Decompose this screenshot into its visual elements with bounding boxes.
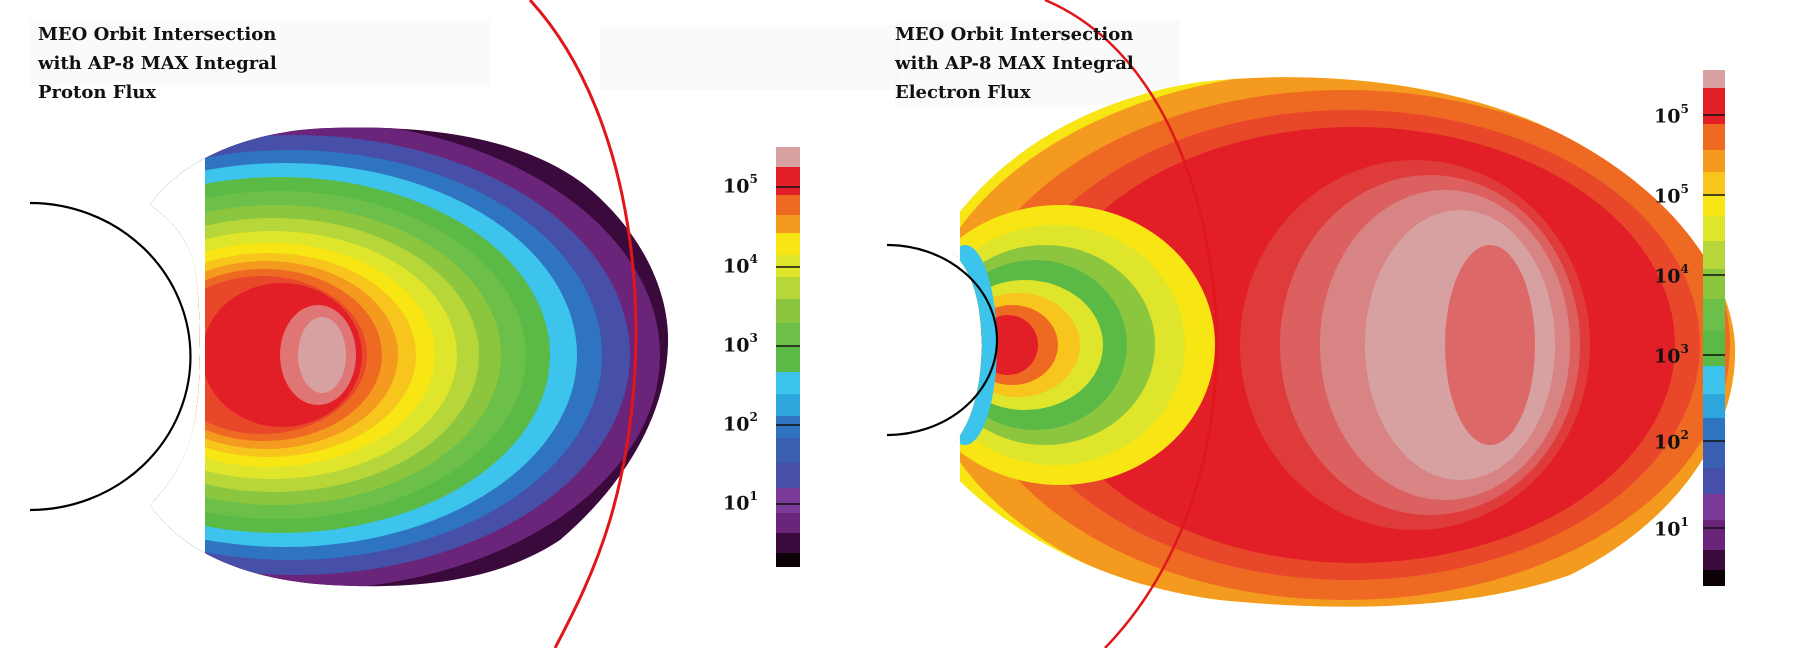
meo-orbit-arc bbox=[528, 0, 638, 648]
proton-belt-diagram bbox=[29, 0, 800, 648]
title-line: Electron Flux bbox=[895, 82, 1031, 103]
title-line: with AP-8 MAX Integral bbox=[38, 53, 277, 74]
electron-belt-diagram bbox=[886, 0, 1736, 648]
electron-panel-title: MEO Orbit Intersection with AP-8 MAX Int… bbox=[895, 20, 1134, 107]
title-line: MEO Orbit Intersection bbox=[895, 24, 1134, 45]
colorbar-tick-label: 101 bbox=[1654, 515, 1689, 541]
colorbar-tick-label: 104 bbox=[723, 252, 758, 278]
earth-outline bbox=[886, 243, 999, 437]
earth-outline bbox=[29, 201, 192, 512]
title-line: MEO Orbit Intersection bbox=[38, 24, 277, 45]
title-line: with AP-8 MAX Integral bbox=[895, 53, 1134, 74]
colorbar-tick-label: 105 bbox=[723, 172, 758, 198]
title-backdrop bbox=[30, 20, 490, 85]
proton-panel-title: MEO Orbit Intersection with AP-8 MAX Int… bbox=[38, 20, 277, 107]
proton-flux-contours bbox=[150, 127, 669, 587]
colorbar-tick-label: 101 bbox=[723, 489, 758, 515]
electron-flux-contours bbox=[940, 77, 1736, 607]
electron-flux-panel: MEO Orbit Intersection with AP-8 MAX Int… bbox=[870, 0, 1800, 648]
title-backdrop bbox=[895, 20, 1180, 105]
proton-colorbar bbox=[776, 147, 800, 567]
colorbar-tick-label: 103 bbox=[1654, 342, 1689, 368]
colorbar-tick-label: 102 bbox=[723, 410, 758, 436]
colorbar-tick-label: 103 bbox=[723, 331, 758, 357]
meo-orbit-arc bbox=[1044, 0, 1218, 648]
colorbar-tick-label: 102 bbox=[1654, 428, 1689, 454]
title-line: Proton Flux bbox=[38, 82, 157, 103]
colorbar-tick-label: 105 bbox=[1654, 102, 1689, 128]
colorbar-tick-label: 104 bbox=[1654, 262, 1689, 288]
colorbar-tick-label: 105 bbox=[1654, 182, 1689, 208]
proton-flux-panel: MEO Orbit Intersection with AP-8 MAX Int… bbox=[29, 0, 900, 648]
electron-colorbar bbox=[1703, 70, 1725, 586]
title-backdrop bbox=[600, 25, 900, 90]
